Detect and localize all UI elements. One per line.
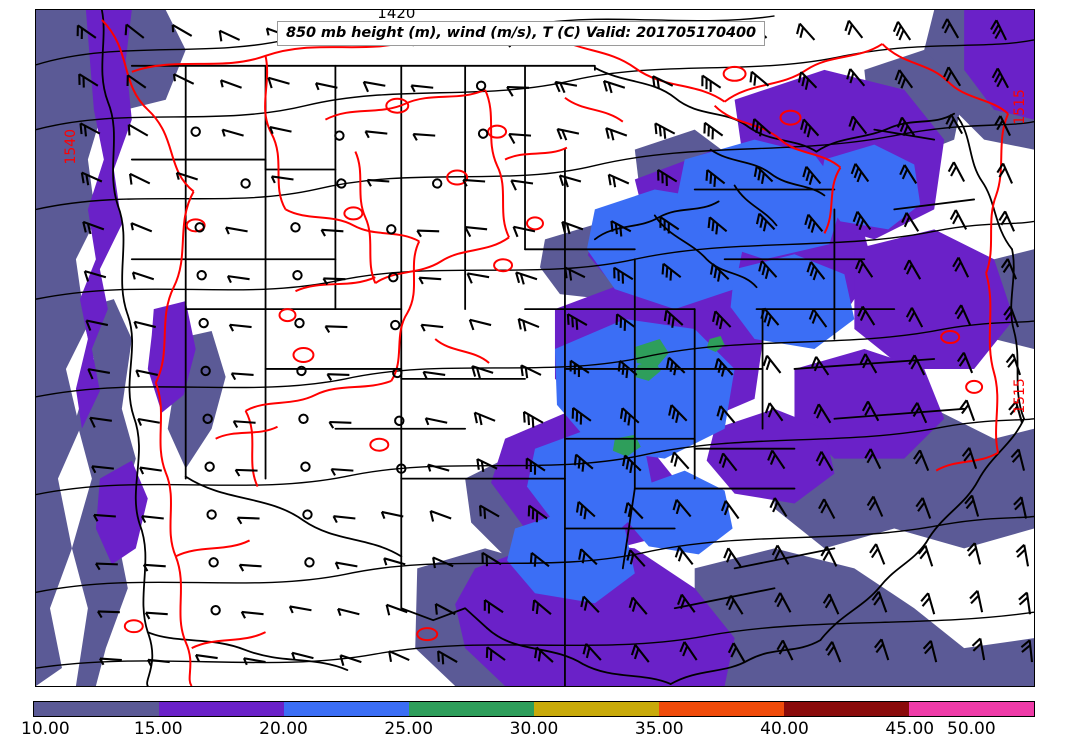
colorbar-tick-labels: 10.00 15.00 20.00 25.00 30.00 35.00 40.00 45.00… (0, 719, 1065, 745)
temperature-contours (101, 19, 1009, 686)
contour-label-1515-north: 1515 (1012, 89, 1028, 124)
height-contours (36, 15, 1034, 669)
contour-label-1420: 1420 (377, 10, 415, 22)
colorbar-tick: 15.00 (133, 719, 183, 739)
colorbar-segment (284, 702, 409, 716)
colorbar-segment (784, 702, 909, 716)
colorbar-tick: 20.00 (259, 719, 308, 739)
map-title: 850 mb height (m), wind (m/s), T (C) Val… (277, 21, 765, 46)
shading-band-20-25 (507, 139, 921, 604)
colorbar-segment (409, 702, 534, 716)
colorbar-tick: 40.00 (760, 719, 809, 739)
map-title-text: 850 mb height (m), wind (m/s), T (C) Val… (286, 25, 756, 41)
colorbar-segment (659, 702, 784, 716)
colorbar-tick: 35.00 (634, 719, 684, 739)
contour-labels: 1420 1540 1515 1515 (63, 10, 1028, 414)
colorbar-tick: 45.00 (885, 719, 935, 739)
colorbar-segment (909, 702, 1034, 716)
contour-label-1515-south: 1515 (1012, 378, 1028, 413)
colorbar-segment (534, 702, 659, 716)
shading-band-25-30 (612, 336, 725, 457)
colorbar-segment (159, 702, 284, 716)
map-panel[interactable]: 1420 1540 1515 1515 (35, 9, 1035, 687)
colorbar-segment (34, 702, 159, 716)
colorbar-tick: 50.00 (947, 719, 996, 739)
colorbar-tick: 10.00 (21, 719, 70, 739)
map-canvas: 1420 1540 1515 1515 (36, 10, 1034, 686)
contour-label-1540: 1540 (63, 129, 79, 164)
colorbar-tick: 25.00 (384, 719, 434, 739)
colorbar[interactable] (33, 701, 1035, 717)
colorbar-tick: 30.00 (509, 719, 559, 739)
